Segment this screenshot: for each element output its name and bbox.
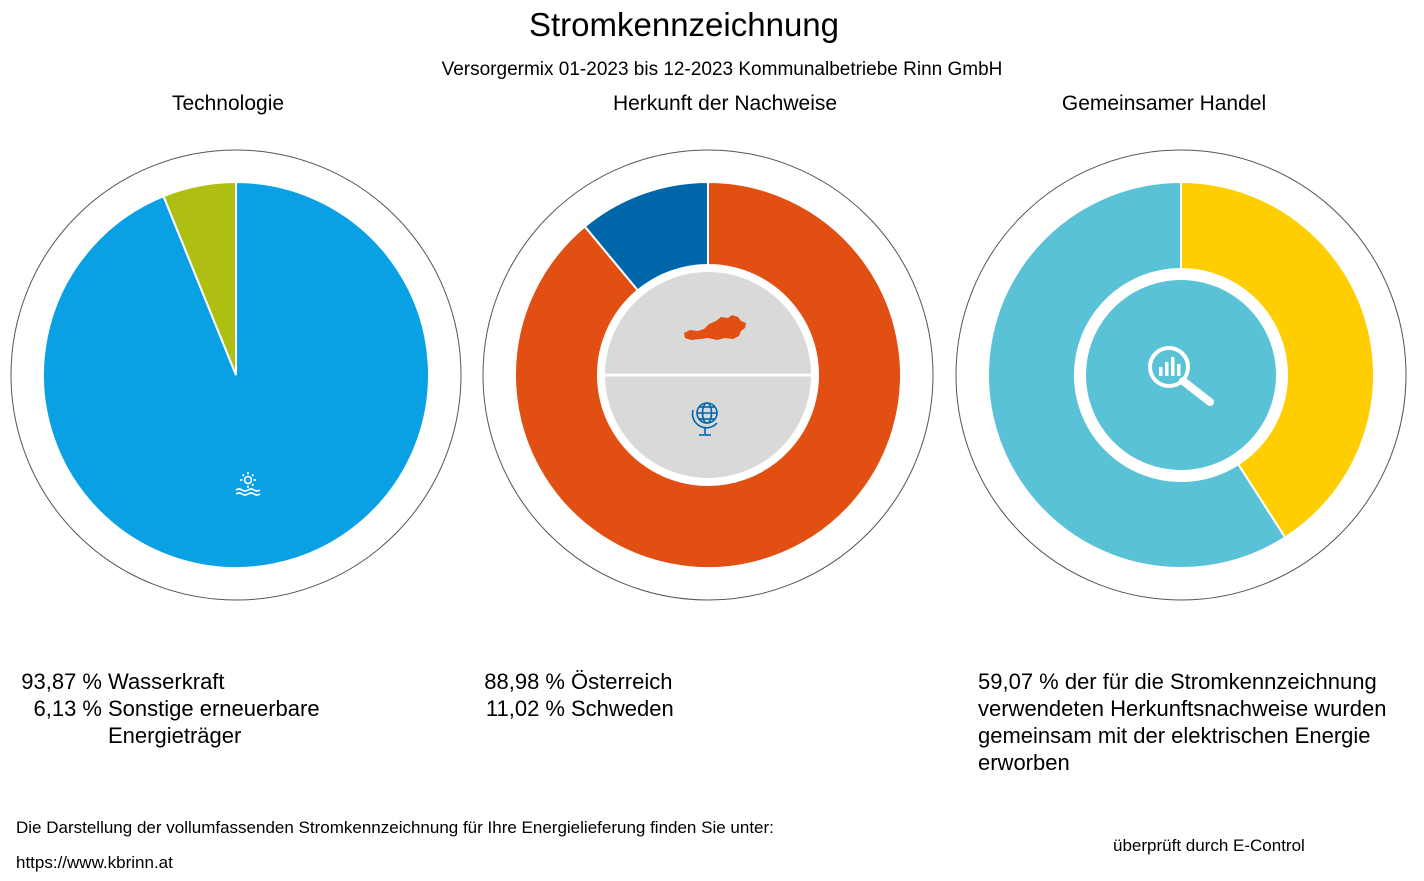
chart-title-herkunft: Herkunft der Nachweise [612,92,838,115]
chart-title-technologie: Technologie [171,92,285,115]
austria-map-icon [684,315,746,340]
legend-label: Österreich [571,669,673,694]
legend-percent: 88,98 % [484,669,565,694]
chart1-outer-ring [10,149,462,601]
page-title: Stromkennzeichnung [528,6,840,43]
herkunft-slice-1 [583,180,709,292]
chart1-pie [42,180,430,569]
chart2-outer-ring [482,149,934,601]
legend-percent: 11,02 % [485,696,565,721]
legend-item: 11,02 % Schweden [477,695,674,722]
legend-item: 93,87 % Wasserkraft [14,668,338,695]
footer-text: Die Darstellung der vollumfassenden Stro… [16,818,774,837]
legend-label: Sonstige erneuerbare Energieträger [108,696,320,748]
herkunft-slice-0 [514,180,902,569]
chart3-donut [987,180,1375,569]
verified-note: überprüft durch E-Control [1113,836,1305,855]
legend-percent: 93,87 % [21,669,102,694]
technologie-slice-1 [162,180,237,376]
chart3-outer-ring [955,149,1407,601]
magnifier-chart-icon [1148,346,1214,406]
legend-herkunft: 88,98 % Österreich 11,02 % Schweden [477,668,674,722]
legend-item: 6,13 % Sonstige erneuerbare Energieträge… [14,695,338,749]
handel-slice-1 [987,180,1287,569]
footer-url-link[interactable]: https://www.kbrinn.at [16,853,173,872]
chart3-inner-disc [1086,280,1276,470]
hydro-icon [235,472,261,496]
page-subtitle: Versorgermix 01-2023 bis 12-2023 Kommuna… [441,59,1003,80]
legend-label: Wasserkraft [108,669,225,694]
legend-handel: 59,07 % der für die Stromkennzeichnung v… [978,669,1387,775]
chart2-donut [514,180,902,569]
legend-item: 88,98 % Österreich [477,668,674,695]
legend-percent: 6,13 % [33,696,103,721]
chart-title-handel: Gemeinsamer Handel [1061,92,1267,115]
handel-slice-0 [1180,180,1375,539]
legend-label: Schweden [571,696,674,721]
legend-technologie: 93,87 % Wasserkraft 6,13 % Sonstige erne… [14,668,338,749]
globe-icon [691,402,718,436]
